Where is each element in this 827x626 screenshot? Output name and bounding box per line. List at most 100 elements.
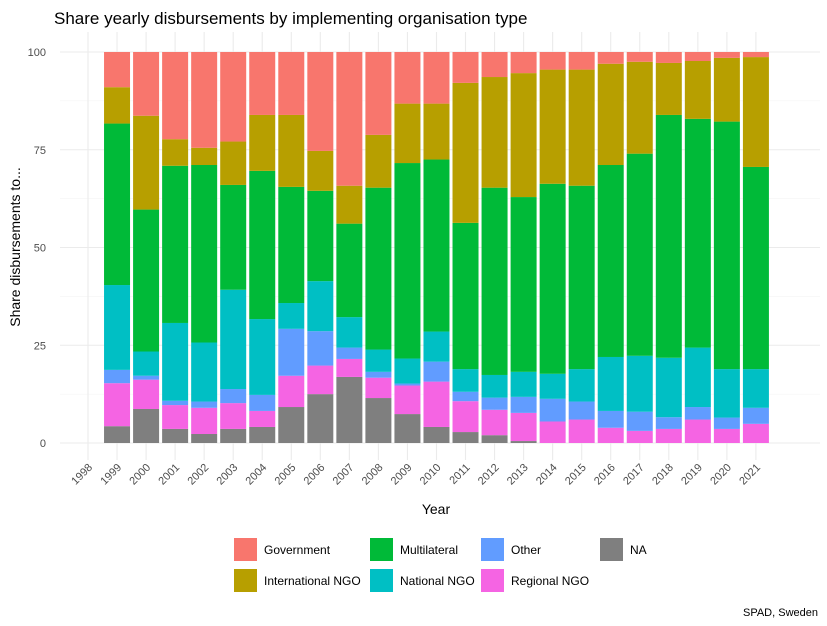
x-tick-label: 2019 [679,462,705,488]
bar-segment-2008-na [365,398,392,443]
bar-segment-2014-other [539,398,566,422]
x-tick-label: 2016 [592,462,618,488]
bar-segment-2013-national-ngo [510,371,537,397]
bar-segment-2012-international-ngo [481,77,508,188]
legend-label: Government [264,543,331,557]
bar-segment-2010-regional-ngo [423,381,450,427]
bar-segment-2008-regional-ngo [365,377,392,399]
bar-segment-2007-national-ngo [336,317,363,348]
bar-segment-2020-other [713,417,740,429]
x-tick-label: 2014 [534,462,560,488]
bar-segment-2017-other [626,411,653,431]
bar-segment-2015-international-ngo [568,69,595,186]
bar-segment-2007-international-ngo [336,185,363,224]
bar-segment-2009-other [394,383,421,386]
bar-segment-2017-regional-ngo [626,430,653,443]
bar-segment-2019-multilateral [684,118,711,348]
bar-segment-2016-multilateral [597,164,624,357]
legend-key-na [600,538,623,561]
y-tick-label: 50 [34,243,46,255]
bar-segment-2000-regional-ngo [133,379,160,409]
bars [104,52,769,443]
bar-segment-2013-regional-ngo [510,412,537,442]
x-tick-label: 2002 [185,462,211,488]
bar-segment-2011-multilateral [452,222,479,370]
bar-segment-2013-international-ngo [510,73,537,198]
bar-segment-2021-national-ngo [742,369,769,408]
bar-segment-2009-international-ngo [394,103,421,164]
bar-segment-2019-international-ngo [684,60,711,119]
bar-segment-2002-multilateral [191,164,218,343]
bar-segment-2003-national-ngo [220,289,247,390]
bar-segment-2008-other [365,371,392,378]
x-tick-label: 2010 [418,462,444,488]
bar-segment-2003-other [220,389,247,404]
bar-segment-2012-national-ngo [481,374,508,398]
bar-segment-2009-government [394,52,421,104]
x-tick-label: 2007 [331,462,357,488]
caption: SPAD, Sweden [743,607,818,619]
bar-segment-2016-government [597,52,624,64]
bar-segment-1999-multilateral [104,123,131,286]
bar-segment-2000-other [133,375,160,380]
bar-segment-2021-regional-ngo [742,423,769,443]
bar-segment-2004-regional-ngo [249,410,276,427]
chart-title: Share yearly disbursements by implementi… [54,9,527,28]
legend-key-multilateral [370,538,393,561]
x-tick-label: 2017 [621,462,647,488]
bar-segment-2004-national-ngo [249,319,276,395]
bar-segment-2018-regional-ngo [655,428,682,443]
legend-label: International NGO [264,574,361,588]
bar-segment-2006-multilateral [307,190,334,282]
legend-label: Multilateral [400,543,458,557]
bar-segment-2012-other [481,397,508,410]
legend-key-regional-ngo [481,569,504,592]
bar-segment-2006-other [307,331,334,366]
bar-segment-1999-other [104,369,131,384]
bar-segment-2020-international-ngo [713,57,740,122]
bar-segment-2006-international-ngo [307,150,334,191]
bar-segment-2020-regional-ngo [713,428,740,443]
bar-segment-2010-multilateral [423,159,450,332]
x-tick-label: 2001 [156,462,182,488]
legend: Government Multilateral Other NA Internation… [234,538,647,592]
bar-segment-2012-na [481,435,508,443]
x-tick-label: 2005 [273,462,299,488]
bar-segment-2004-na [249,426,276,443]
bar-segment-2012-multilateral [481,187,508,375]
x-tick-label: 2013 [505,462,531,488]
bar-segment-2001-regional-ngo [162,405,189,429]
bar-segment-2012-government [481,52,508,78]
y-tick-label: 75 [34,145,46,157]
bar-segment-2015-other [568,401,595,420]
bar-segment-2014-regional-ngo [539,421,566,443]
x-axis-label: Year [422,501,451,517]
bar-segment-2002-other [191,401,218,408]
bar-segment-2016-regional-ngo [597,427,624,443]
y-axis-label: Share disbursements to... [7,167,23,327]
bar-segment-2001-na [162,428,189,443]
bar-segment-2020-multilateral [713,121,740,370]
bar-segment-2011-other [452,391,479,402]
bar-segment-2005-international-ngo [278,114,305,187]
bar-segment-2003-international-ngo [220,141,247,185]
bar-segment-2021-other [742,407,769,424]
bar-segment-2005-multilateral [278,186,305,304]
y-tick-label: 25 [34,340,46,352]
bar-segment-2014-national-ngo [539,373,566,399]
bar-segment-2002-national-ngo [191,342,218,402]
bar-segment-2002-regional-ngo [191,407,218,435]
bar-segment-2003-regional-ngo [220,403,247,429]
bar-segment-2013-multilateral [510,197,537,372]
bar-segment-2016-other [597,410,624,428]
bar-segment-2014-international-ngo [539,69,566,184]
bar-segment-2017-multilateral [626,153,653,356]
bar-segment-2004-government [249,52,276,115]
y-tick-label: 100 [28,47,46,59]
bar-segment-2001-international-ngo [162,139,189,166]
x-tick-label: 2008 [360,462,386,488]
bar-segment-2018-government [655,52,682,63]
bar-segment-2000-government [133,52,160,116]
bar-segment-2015-regional-ngo [568,419,595,443]
bar-segment-1999-national-ngo [104,285,131,370]
